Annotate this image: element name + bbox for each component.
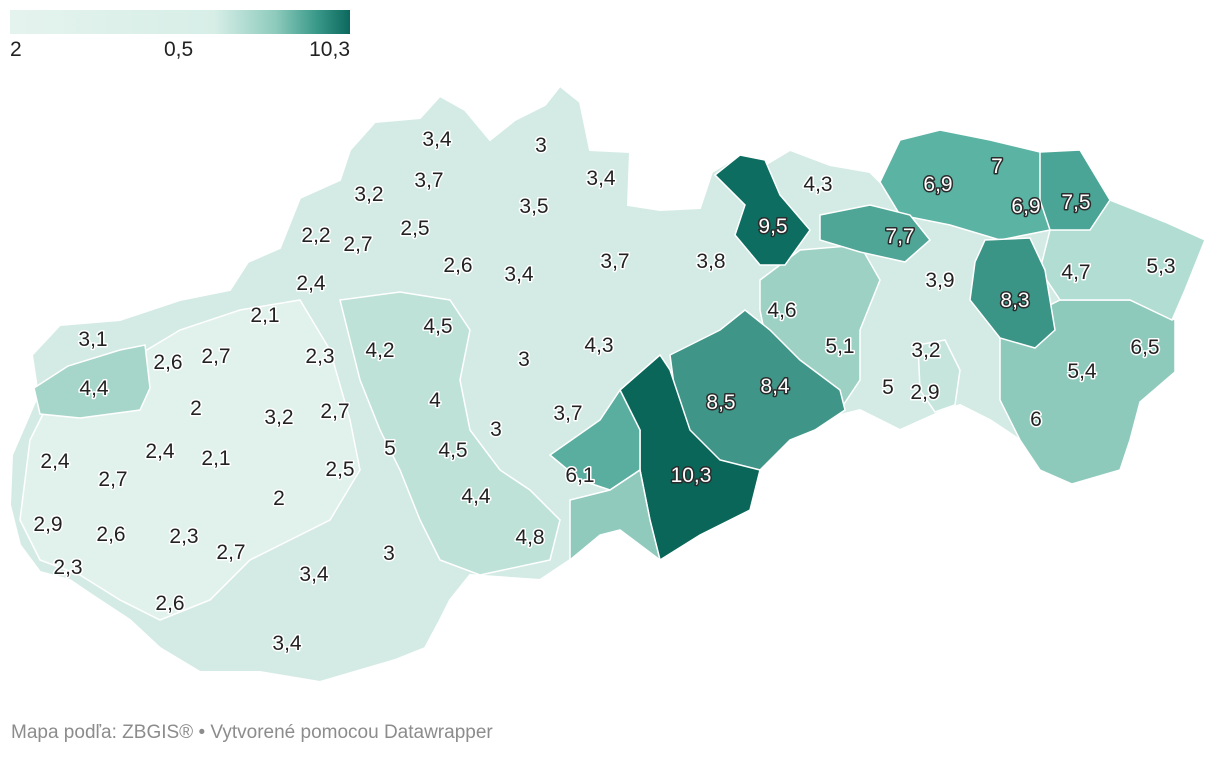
- legend-ticks: 2 0,5 10,3: [10, 38, 350, 64]
- district-value-label: 5: [384, 437, 396, 460]
- district-value-label: 6,9: [923, 173, 952, 196]
- district-value-label: 3,4: [422, 128, 452, 151]
- district-value-label: 2,3: [169, 525, 198, 548]
- district-value-label: 2: [273, 487, 285, 510]
- district-value-label: 2,6: [155, 592, 184, 615]
- district-value-label: 5,3: [1146, 255, 1175, 278]
- district-value-label: 4: [429, 389, 441, 412]
- district-value-label: 3,9: [925, 269, 954, 292]
- district-value-label: 7,7: [885, 225, 914, 248]
- district-value-label: 2,9: [910, 381, 939, 404]
- legend-min-label: 2: [10, 38, 22, 61]
- district-value-label: 2,4: [296, 272, 326, 295]
- district-value-label: 3,2: [911, 339, 940, 362]
- district-value-label: 4,4: [461, 485, 491, 508]
- district-value-label: 4,3: [584, 334, 613, 357]
- district-value-label: 2,1: [250, 304, 279, 327]
- region-kezmarok: [713, 154, 811, 266]
- legend-mid-label: 0,5: [164, 38, 194, 61]
- district-value-label: 3: [535, 134, 547, 157]
- region-lucenec: [548, 388, 641, 491]
- district-value-label: 4,3: [803, 173, 832, 196]
- district-value-label: 2,7: [343, 233, 372, 256]
- district-value-label: 4,8: [515, 526, 544, 549]
- district-value-label: 2,6: [96, 523, 125, 546]
- district-value-label: 3,7: [553, 402, 582, 425]
- district-value-label: 8,5: [706, 391, 735, 414]
- legend-max-label: 10,3: [309, 38, 350, 61]
- district-value-label: 3,4: [272, 632, 302, 655]
- district-value-label: 3,7: [600, 250, 629, 273]
- district-value-label: 2,7: [201, 345, 230, 368]
- district-value-label: 7: [991, 155, 1003, 178]
- district-value-label: 5: [882, 376, 894, 399]
- region-trebisov: [917, 339, 961, 413]
- region-kosice-okolie: [969, 237, 1056, 349]
- district-value-label: 4,2: [365, 339, 394, 362]
- color-legend: 2 0,5 10,3: [10, 10, 350, 64]
- district-value-label: 2,7: [216, 541, 245, 564]
- district-value-label: 6,5: [1130, 336, 1159, 359]
- map-base: [8, 84, 1207, 684]
- district-value-label: 3,4: [299, 563, 329, 586]
- district-value-label: 2,7: [98, 468, 127, 491]
- district-value-label: 10,3: [671, 464, 712, 487]
- slovakia-choropleth-map: 3,4 3 3,4 3,2 3,7 3,5 4,3 6,9 7 6,9 7,5 9,5 2,2 2,7 2,…: [8, 84, 1207, 684]
- district-value-label: 2,5: [325, 458, 354, 481]
- region-central: [339, 291, 561, 576]
- region-levoca: [819, 204, 932, 263]
- district-value-label: 2,2: [301, 224, 330, 247]
- district-value-label: 4,7: [1061, 261, 1090, 284]
- district-value-label: 3: [518, 348, 530, 371]
- district-value-label: 4,5: [423, 315, 452, 338]
- district-value-label: 2,7: [320, 400, 349, 423]
- district-value-label: 3: [383, 542, 395, 565]
- district-value-label: 4,5: [438, 439, 467, 462]
- district-value-label: 2,4: [145, 440, 175, 463]
- district-value-label: 2,3: [53, 556, 82, 579]
- district-value-label: 2,9: [33, 513, 62, 536]
- district-value-label: 2,6: [443, 254, 472, 277]
- region-skalica: [33, 344, 151, 419]
- district-value-label: 4,4: [79, 377, 109, 400]
- district-value-label: 7,5: [1061, 191, 1090, 214]
- district-value-label: 3,2: [354, 183, 383, 206]
- district-value-label: 3,4: [586, 167, 616, 190]
- region-velky-krtis: [569, 468, 662, 562]
- district-value-label: 4,6: [767, 299, 796, 322]
- district-value-label: 2: [190, 397, 202, 420]
- district-value-label: 9,5: [758, 215, 787, 238]
- district-value-labels: 3,4 3 3,4 3,2 3,7 3,5 4,3 6,9 7 6,9 7,5 9,5 2,2 2,7 2,…: [32, 127, 1177, 657]
- district-value-label: 5,4: [1067, 360, 1097, 383]
- district-value-label: 3,7: [414, 169, 443, 192]
- district-value-label: 6: [1030, 408, 1042, 431]
- district-value-label: 2,4: [40, 450, 70, 473]
- district-value-label: 3: [490, 418, 502, 441]
- district-value-label: 8,4: [760, 375, 790, 398]
- district-value-label: 3,2: [264, 406, 293, 429]
- district-value-label: 3,1: [78, 328, 107, 351]
- district-value-label: 2,1: [201, 447, 230, 470]
- region-bardejov: [1039, 149, 1111, 231]
- district-value-label: 5,1: [825, 335, 854, 358]
- district-value-label: 8,3: [1000, 289, 1029, 312]
- district-value-label: 6,9: [1011, 195, 1040, 218]
- district-value-label: 3,8: [696, 250, 725, 273]
- district-value-label: 2,3: [305, 345, 334, 368]
- legend-gradient-bar: [10, 10, 350, 34]
- district-value-label: 2,6: [153, 351, 182, 374]
- district-value-label: 6,1: [565, 464, 594, 487]
- map-credit: Mapa podľa: ZBGIS® • Vytvorené pomocou D…: [11, 722, 493, 743]
- district-value-label: 3,4: [504, 263, 534, 286]
- district-value-label: 3,5: [519, 195, 548, 218]
- district-value-label: 2,5: [400, 217, 429, 240]
